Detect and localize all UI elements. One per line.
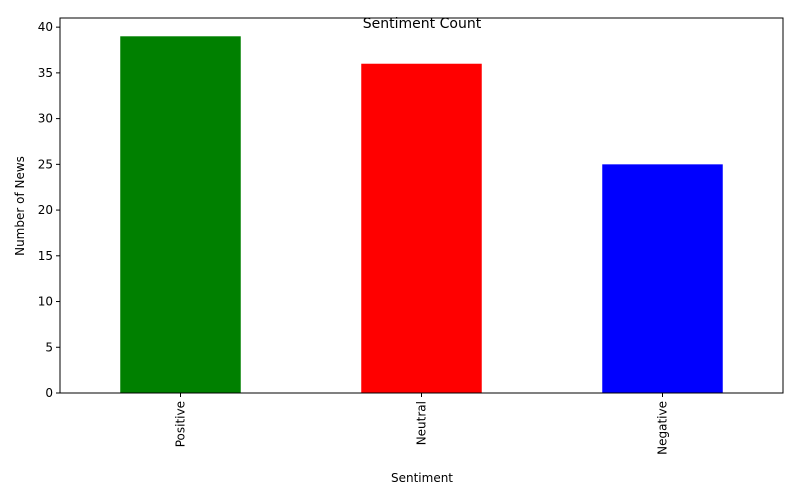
bar-positive [120,36,241,393]
y-axis-label: Number of News [13,156,27,256]
y-tick-label: 30 [38,112,53,126]
plot-frame [59,17,784,394]
bar-neutral [361,63,482,393]
y-tick-label: 25 [38,157,53,171]
y-tick-label: 35 [38,66,53,80]
x-tick-label-neutral: Neutral [415,401,429,445]
x-tick-label-negative: Negative [656,401,670,455]
y-tick-label: 5 [45,340,53,354]
y-tick-label: 40 [38,20,53,34]
y-axis: 0 5 10 15 20 25 30 35 40 [38,20,60,400]
y-tick-label: 0 [45,386,53,400]
chart-title: Sentiment Count [363,16,482,32]
y-tick-label: 10 [38,295,53,309]
x-axis: Positive Neutral Negative [174,393,670,455]
bars [120,36,723,393]
y-tick-label: 15 [38,249,53,263]
x-axis-label: Sentiment [391,471,453,485]
bar-negative [602,164,723,393]
y-tick-label: 20 [38,203,53,217]
x-tick-label-positive: Positive [174,401,188,447]
